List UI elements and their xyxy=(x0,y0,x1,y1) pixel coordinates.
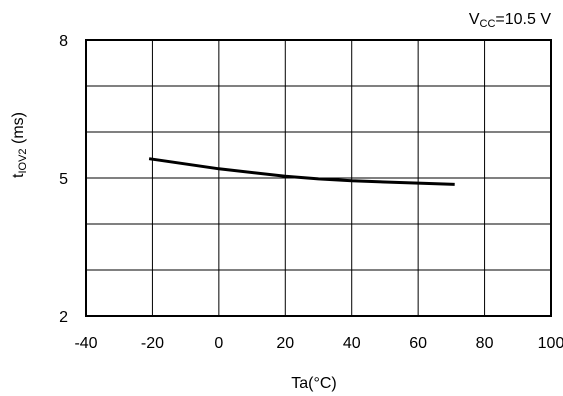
x-tick-label: 80 xyxy=(476,335,494,352)
y-tick-labels: 8 5 2 xyxy=(59,33,68,326)
y-tick-label: 8 xyxy=(59,33,68,50)
plot-frame xyxy=(85,39,552,317)
y-axis-title: tIOV2 (ms) xyxy=(10,112,29,178)
x-axis-title: Ta(°C) xyxy=(291,375,337,392)
series-layer xyxy=(148,157,455,186)
x-tick-label: 40 xyxy=(343,335,361,352)
x-tick-label: 60 xyxy=(409,335,427,352)
y-tick-label: 2 xyxy=(59,309,68,326)
x-tick-label: 0 xyxy=(214,335,223,352)
x-tick-label: 100 xyxy=(538,335,563,352)
x-tick-label: -20 xyxy=(141,335,164,352)
x-tick-label: 20 xyxy=(276,335,294,352)
grid xyxy=(85,40,552,316)
x-tick-label: -40 xyxy=(74,335,97,352)
y-tick-label: 5 xyxy=(59,171,68,188)
series-line xyxy=(148,157,455,186)
vcc-annotation: VCC=10.5 V xyxy=(469,11,551,30)
x-tick-labels: -40 -20 0 20 40 60 80 100 xyxy=(74,335,563,352)
